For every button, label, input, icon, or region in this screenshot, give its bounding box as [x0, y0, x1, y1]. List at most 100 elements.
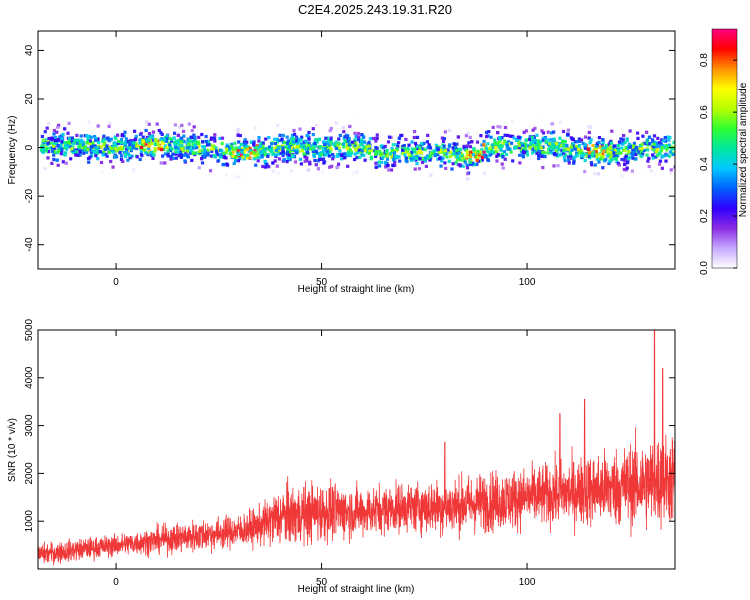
- heatmap-cell: [651, 156, 655, 160]
- heatmap-cell: [88, 142, 92, 146]
- heatmap-cell: [610, 151, 614, 155]
- heatmap-cell: [146, 153, 150, 157]
- heatmap-cell: [604, 149, 608, 153]
- heatmap-cell: [335, 122, 339, 126]
- heatmap-cell: [482, 153, 486, 157]
- heatmap-cell: [484, 155, 488, 159]
- heatmap-cell: [325, 141, 329, 145]
- heatmap-cell: [452, 148, 456, 152]
- heatmap-cell: [123, 130, 127, 134]
- heatmap-cell: [572, 144, 576, 148]
- heatmap-cell: [583, 143, 588, 147]
- heatmap-cell: [541, 136, 545, 140]
- heatmap-cell: [552, 164, 556, 168]
- heatmap-cell: [562, 143, 566, 147]
- spectrogram-panel: 0 50 100 -40 -20 0 20 40 Height of straight lin…: [7, 30, 676, 295]
- heatmap-cell: [192, 125, 196, 129]
- heatmap-cell: [59, 144, 63, 148]
- heatmap-cell: [515, 138, 519, 142]
- heatmap-cell: [257, 136, 261, 140]
- heatmap-cell: [321, 149, 326, 153]
- heatmap-cell: [636, 136, 640, 140]
- heatmap-cell: [285, 152, 289, 156]
- heatmap-cell: [550, 131, 554, 135]
- heatmap-cell: [299, 162, 303, 166]
- heatmap-cell: [285, 141, 289, 145]
- heatmap-cell: [154, 138, 158, 142]
- heatmap-cell: [279, 151, 283, 155]
- heatmap-cell: [48, 146, 52, 150]
- heatmap-cell: [289, 176, 293, 180]
- heatmap-cell: [337, 137, 341, 141]
- heatmap-cell: [343, 152, 347, 156]
- heatmap-cell: [476, 149, 480, 154]
- heatmap-cell: [114, 155, 119, 159]
- heatmap-cell: [156, 141, 160, 145]
- heatmap-cell: [572, 160, 576, 164]
- heatmap-cell: [496, 142, 500, 146]
- heatmap-cell: [522, 151, 526, 155]
- heatmap-cell: [500, 162, 504, 166]
- heatmap-cell: [123, 141, 127, 146]
- heatmap-cell: [278, 133, 282, 137]
- heatmap-cell: [657, 162, 662, 166]
- heatmap-cell: [41, 142, 45, 146]
- heatmap-cell: [523, 106, 527, 110]
- heatmap-cell: [150, 141, 154, 146]
- heatmap-cell: [465, 177, 470, 181]
- heatmap-cell: [237, 140, 241, 144]
- heatmap-cell: [466, 172, 470, 176]
- heatmap-cell: [393, 163, 397, 167]
- heatmap-cell: [394, 154, 398, 158]
- heatmap-cell: [341, 126, 345, 130]
- heatmap-cell: [634, 157, 638, 161]
- heatmap-cell: [133, 137, 138, 141]
- heatmap-cell: [193, 135, 197, 139]
- heatmap-cell: [435, 146, 439, 150]
- heatmap-cell: [353, 157, 357, 162]
- heatmap-cell: [571, 137, 575, 142]
- heatmap-cell: [619, 141, 623, 145]
- heatmap-cell: [200, 132, 204, 137]
- heatmap-cell: [465, 149, 469, 153]
- heatmap-cell: [381, 193, 385, 197]
- snr-series-line: [38, 330, 675, 566]
- heatmap-cell: [89, 135, 93, 139]
- heatmap-cell: [143, 148, 147, 152]
- heatmap-cell: [314, 144, 318, 148]
- heatmap-cell: [667, 110, 671, 114]
- heatmap-cell: [323, 142, 327, 147]
- heatmap-cell: [543, 151, 547, 155]
- heatmap-cell: [129, 149, 133, 153]
- heatmap-cell: [546, 151, 550, 155]
- heatmap-cell: [583, 135, 588, 139]
- heatmap-cell: [535, 133, 539, 137]
- heatmap-cell: [50, 161, 54, 165]
- heatmap-cell: [534, 143, 539, 147]
- heatmap-cell: [493, 138, 497, 142]
- heatmap-cell: [471, 161, 475, 165]
- heatmap-cell: [297, 137, 301, 141]
- heatmap-cell: [128, 143, 132, 147]
- heatmap-cell: [502, 182, 506, 186]
- heatmap-cell: [327, 143, 331, 147]
- heatmap-cell: [448, 150, 453, 154]
- heatmap-cell: [201, 150, 205, 154]
- heatmap-cell: [188, 138, 192, 142]
- heatmap-cell: [56, 137, 60, 142]
- heatmap-cell: [231, 147, 235, 151]
- heatmap-cell: [362, 135, 366, 139]
- heatmap-cell: [363, 147, 367, 151]
- heatmap-cell: [195, 174, 199, 179]
- heatmap-cell: [144, 151, 148, 155]
- heatmap-cell: [299, 138, 303, 142]
- heatmap-cell: [231, 154, 235, 159]
- heatmap-cell: [130, 154, 134, 158]
- heatmap-cell: [197, 149, 202, 153]
- heatmap-cell: [169, 155, 173, 159]
- heatmap-cell: [621, 142, 625, 146]
- heatmap-cell: [266, 188, 270, 192]
- heatmap-cell: [119, 147, 123, 151]
- heatmap-cell: [153, 149, 157, 153]
- spectrogram-ytick-label: -40: [24, 237, 35, 252]
